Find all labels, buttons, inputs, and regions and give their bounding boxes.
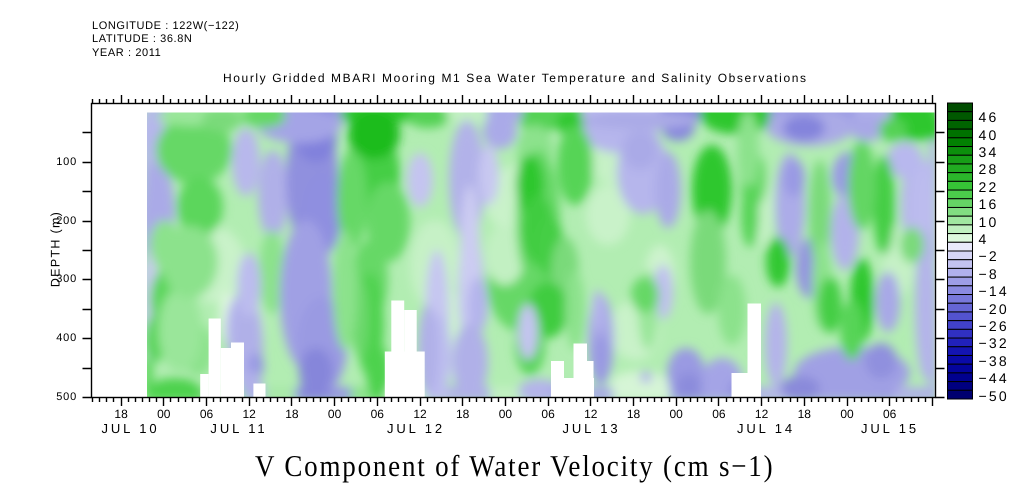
- svg-text:DEPTH (m): DEPTH (m): [49, 211, 63, 287]
